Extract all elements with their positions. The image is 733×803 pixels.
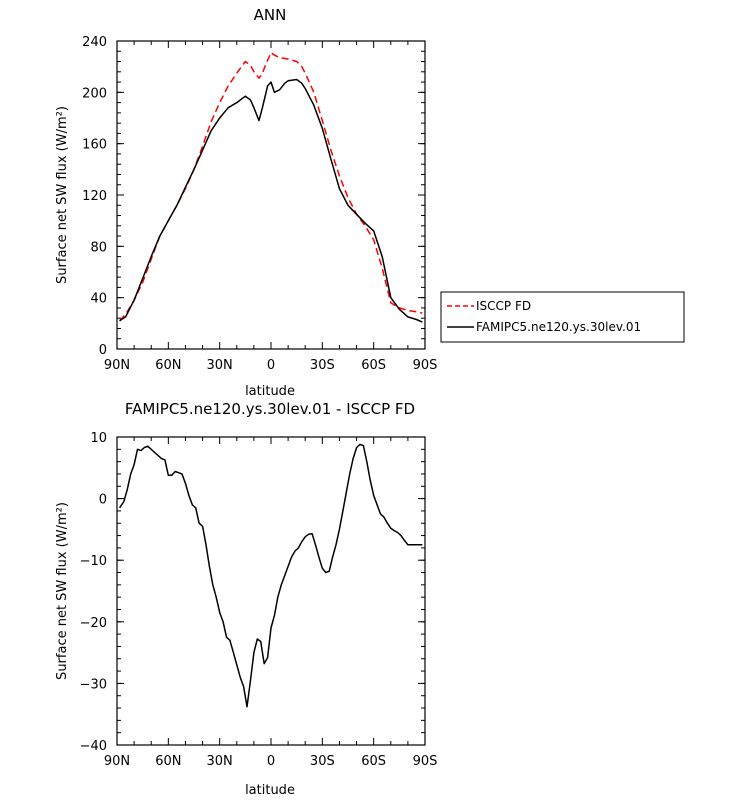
x-tick-label: 0	[267, 754, 275, 769]
x-tick-label: 90N	[104, 754, 130, 769]
top-panel: ANN 90N 60N 30N 0 30S 60S 90S 0 40 80 120 160 200 240…	[55, 6, 437, 399]
top-plot-area	[116, 40, 426, 350]
y-tick-label: 40	[90, 292, 107, 307]
bottom-plot-area	[116, 436, 426, 746]
y-tick-label: −40	[80, 739, 107, 754]
x-tick-label: 90N	[104, 358, 130, 373]
bottom-panel: FAMIPC5.ne120.ys.30lev.01 - ISCCP FD 90N…	[55, 400, 437, 798]
y-tick-label: 80	[90, 240, 107, 255]
x-tick-label: 60S	[361, 358, 386, 373]
y-tick-label: 0	[99, 493, 107, 508]
series-line-isccp-fd	[119, 51, 423, 322]
bottom-series	[118, 443, 423, 708]
y-tick-label: −10	[80, 554, 107, 569]
x-tick-label: 30S	[310, 358, 335, 373]
x-tick-label: 30N	[207, 358, 233, 373]
bottom-ticks: 90N 60N 30N 0 30S 60S 90S −40 −30 −20 −10 0 10	[80, 431, 438, 769]
y-tick-label: −20	[80, 616, 107, 631]
y-tick-label: 200	[82, 86, 107, 101]
x-tick-label: 30S	[310, 754, 335, 769]
plot-frame	[116, 40, 426, 350]
series-line-difference	[118, 443, 423, 708]
legend-label-famipc5: FAMIPC5.ne120.ys.30lev.01	[476, 320, 641, 334]
x-tick-label: 60S	[361, 754, 386, 769]
top-y-axis-label: Surface net SW flux (W/m²)	[55, 106, 70, 284]
x-tick-label: 90S	[413, 754, 438, 769]
y-tick-label: 240	[82, 35, 107, 50]
x-tick-label: 60N	[155, 358, 181, 373]
y-tick-label: 160	[82, 138, 107, 153]
bottom-x-axis-label: latitude	[245, 783, 295, 798]
legend-label-isccp: ISCCP FD	[476, 299, 531, 313]
top-ticks: 90N 60N 30N 0 30S 60S 90S 0 40 80 120 160 200 240	[82, 35, 437, 373]
plot-frame	[116, 436, 426, 746]
y-tick-label: 120	[82, 189, 107, 204]
x-tick-label: 60N	[155, 754, 181, 769]
top-panel-title: ANN	[254, 6, 287, 24]
x-tick-label: 30N	[207, 754, 233, 769]
y-tick-label: 10	[90, 431, 107, 446]
bottom-panel-title: FAMIPC5.ne120.ys.30lev.01 - ISCCP FD	[125, 400, 415, 418]
top-x-axis-label: latitude	[245, 384, 295, 399]
y-tick-label: −30	[80, 677, 107, 692]
x-tick-label: 0	[267, 358, 275, 373]
x-tick-label: 90S	[413, 358, 438, 373]
top-series	[119, 51, 423, 323]
series-line-famipc5-ne120-ys-30lev-01	[119, 78, 423, 323]
y-tick-label: 0	[99, 343, 107, 358]
legend: ISCCP FD FAMIPC5.ne120.ys.30lev.01	[440, 291, 685, 343]
legend-box	[440, 291, 685, 343]
bottom-y-axis-label: Surface net SW flux (W/m²)	[55, 502, 70, 680]
